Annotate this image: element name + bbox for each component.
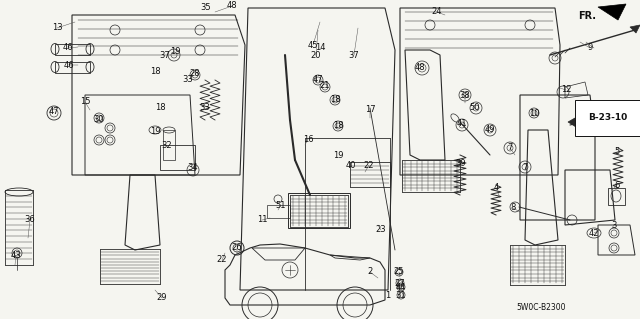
Text: 14: 14 [315,43,325,53]
Text: 17: 17 [365,106,375,115]
Text: 15: 15 [80,98,90,107]
Polygon shape [568,118,576,127]
Text: 25: 25 [394,268,404,277]
Text: 39: 39 [456,159,467,167]
Text: 18: 18 [155,103,165,113]
Text: 3: 3 [611,220,617,229]
Text: 13: 13 [52,24,62,33]
Text: 51: 51 [276,201,286,210]
Text: 2: 2 [367,268,372,277]
Text: 5W0C-B2300: 5W0C-B2300 [516,303,566,313]
Text: 48: 48 [415,63,426,72]
Text: 34: 34 [188,164,198,173]
Text: 24: 24 [432,8,442,17]
Text: 45: 45 [308,41,318,49]
Text: 22: 22 [364,160,374,169]
Text: 18: 18 [150,68,160,77]
Text: 23: 23 [376,226,387,234]
Text: 48: 48 [227,2,237,11]
Polygon shape [598,4,626,20]
Text: 19: 19 [333,151,343,160]
Text: 43: 43 [11,250,21,259]
Text: 18: 18 [330,95,340,105]
Text: 42: 42 [589,228,599,238]
Text: 18: 18 [333,122,343,130]
Text: 46: 46 [64,61,74,70]
Text: 44: 44 [396,283,406,292]
Text: 4: 4 [493,183,499,192]
Text: 47: 47 [49,108,60,116]
Text: 49: 49 [484,125,495,135]
Text: 37: 37 [349,50,360,60]
Text: 26: 26 [232,243,243,253]
Text: 19: 19 [170,48,180,56]
Text: 5: 5 [614,147,620,157]
Text: 12: 12 [561,85,572,94]
Text: 7: 7 [508,143,513,152]
Text: 16: 16 [303,135,314,144]
Text: 20: 20 [311,50,321,60]
Text: FR.: FR. [578,11,596,21]
Text: 32: 32 [162,140,172,150]
Text: 29: 29 [157,293,167,302]
Text: 40: 40 [346,160,356,169]
Text: 7: 7 [522,162,528,172]
Text: 1: 1 [385,291,390,300]
Text: B-23-10: B-23-10 [588,114,628,122]
Text: 27: 27 [395,278,405,287]
Text: 35: 35 [201,4,211,12]
Text: 50: 50 [470,103,480,113]
Text: 33: 33 [200,102,211,112]
Text: 11: 11 [257,216,268,225]
Text: 46: 46 [63,43,74,53]
Text: 36: 36 [24,216,35,225]
Text: 10: 10 [529,108,540,117]
Text: 6: 6 [614,181,620,189]
Text: 37: 37 [159,50,170,60]
Text: 38: 38 [460,91,470,100]
Text: 30: 30 [93,115,104,124]
Text: 33: 33 [182,76,193,85]
Text: 41: 41 [457,118,467,128]
Text: 47: 47 [313,76,323,85]
Text: 31: 31 [396,291,406,300]
Polygon shape [630,25,640,33]
Text: 22: 22 [217,256,227,264]
Text: 19: 19 [150,128,160,137]
Text: 9: 9 [588,43,593,53]
Text: 28: 28 [189,69,200,78]
Text: 21: 21 [320,80,330,90]
Text: 8: 8 [510,204,516,212]
